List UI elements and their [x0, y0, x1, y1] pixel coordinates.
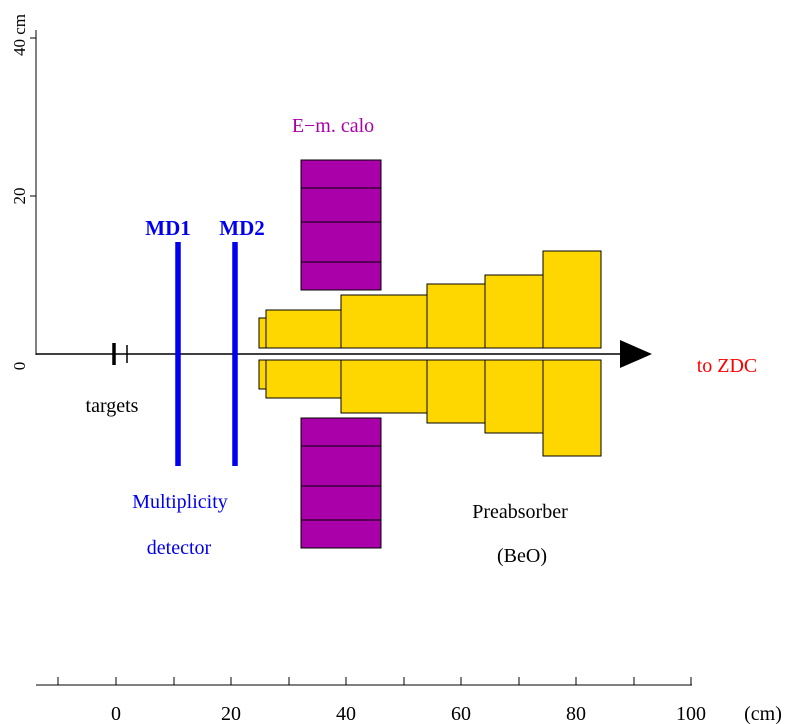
preabsorber-label-line2: (BeO)	[497, 545, 547, 567]
em-calo-lower	[300, 417, 382, 549]
preabsorber-upper-segment-4	[426, 283, 486, 349]
preabsorber-upper	[258, 250, 602, 349]
x-axis-tick-label-20: 20	[221, 703, 241, 724]
y-axis-tick-label-20: 20	[10, 188, 29, 205]
em-calo-upper-block	[300, 159, 382, 291]
x-axis-tick-label-100: 100	[676, 703, 706, 724]
to-zdc-label: to ZDC	[697, 355, 758, 377]
preabsorber-upper-segment-1	[258, 317, 267, 349]
beam-direction-arrow-icon	[620, 340, 652, 368]
preabsorber-upper-segment-2	[265, 309, 342, 349]
preabsorber-lower-segment-4	[426, 359, 486, 424]
preabsorber-label-line1: Preabsorber	[472, 501, 568, 523]
targets-label: targets	[86, 395, 139, 417]
preabsorber-upper-segment-3	[340, 294, 428, 349]
preabsorber-lower	[258, 359, 602, 457]
em-calo-lower-block	[300, 417, 382, 549]
preabsorber-upper-segment-6	[542, 250, 602, 349]
preabsorber-lower-segment-2	[265, 359, 342, 399]
preabsorber-upper-segment-5	[484, 274, 544, 349]
multiplicity-label-line1: Multiplicity	[132, 491, 228, 513]
md2-label: MD2	[219, 216, 265, 240]
preabsorber-lower-segment-1	[258, 359, 267, 390]
md1-label: MD1	[145, 216, 191, 240]
em-calo-label: E−m. calo	[292, 115, 374, 137]
y-axis-unit-label: 40 cm	[10, 14, 29, 56]
x-axis-tick-label-0: 0	[111, 703, 121, 724]
multiplicity-label-line2: detector	[147, 537, 212, 559]
em-calo-upper	[300, 159, 382, 291]
x-axis-tick-label-60: 60	[451, 703, 471, 724]
x-axis-tick-label-40: 40	[336, 703, 356, 724]
preabsorber-lower-segment-6	[542, 359, 602, 457]
y-axis-tick-label-0: 0	[10, 362, 29, 371]
x-axis-unit-label: (cm)	[744, 703, 782, 724]
preabsorber-lower-segment-5	[484, 359, 544, 434]
preabsorber-lower-segment-3	[340, 359, 428, 414]
x-axis-ticks	[57, 677, 692, 685]
x-axis-tick-label-80: 80	[566, 703, 586, 724]
